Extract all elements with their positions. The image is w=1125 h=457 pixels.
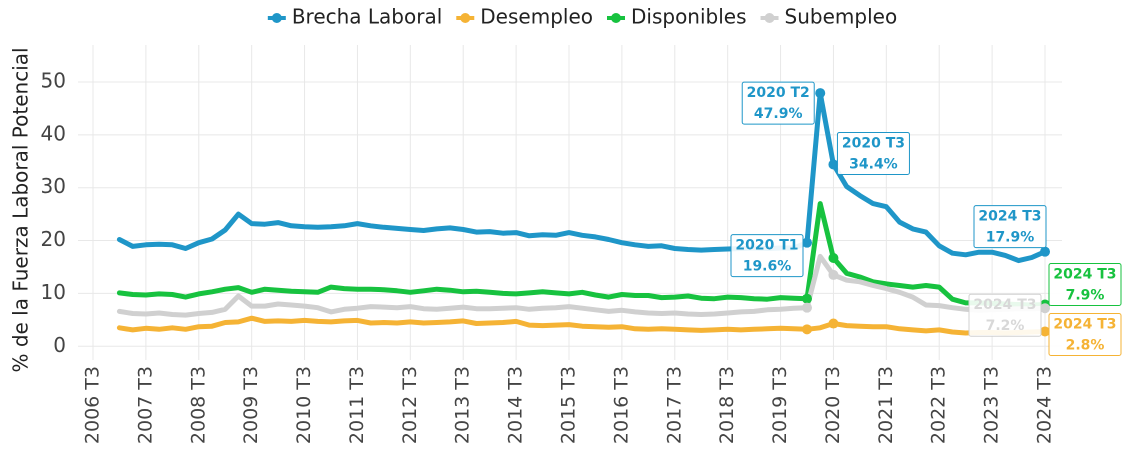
label-box bbox=[968, 293, 1042, 337]
label-box bbox=[1048, 312, 1122, 356]
label-value: 47.9% bbox=[754, 106, 803, 122]
label-period: 2024 T3 bbox=[1053, 267, 1116, 283]
label-value: 7.9% bbox=[1066, 288, 1105, 304]
label-period: 2020 T1 bbox=[735, 238, 798, 254]
x-tick-label: 2012 T3 bbox=[399, 366, 421, 444]
y-tick-label: 30 bbox=[41, 174, 66, 198]
data-label: 2020 T3 34.4% bbox=[836, 131, 910, 175]
series-line bbox=[116, 253, 1048, 318]
x-tick-label: 2022 T3 bbox=[928, 366, 950, 444]
x-tick-label: 2018 T3 bbox=[716, 366, 738, 444]
x-tick-label: 2006 T3 bbox=[82, 366, 104, 444]
legend-label: Desempleo bbox=[480, 5, 593, 29]
point-marker bbox=[802, 324, 812, 335]
legend-item: Brecha Laboral bbox=[267, 5, 442, 29]
y-tick-label: 20 bbox=[41, 227, 66, 251]
label-box bbox=[836, 131, 910, 175]
x-tick-label: 2007 T3 bbox=[134, 366, 156, 444]
data-label: 2024 T3 7.9% bbox=[1048, 263, 1122, 307]
data-label: 2020 T1 19.6% bbox=[730, 234, 804, 278]
point-marker bbox=[802, 293, 812, 304]
legend-item: Subempleo bbox=[760, 5, 898, 29]
label-value: 2.8% bbox=[1066, 337, 1105, 353]
point-marker bbox=[1040, 246, 1050, 257]
x-tick-label: 2016 T3 bbox=[610, 366, 632, 444]
point-marker bbox=[828, 269, 839, 280]
y-tick-label: 10 bbox=[41, 280, 66, 304]
label-period: 2024 T3 bbox=[978, 209, 1041, 225]
legend-label: Brecha Laboral bbox=[292, 5, 442, 29]
x-tick-label: 2017 T3 bbox=[663, 366, 685, 444]
legend-item: Disponibles bbox=[607, 5, 747, 29]
point-marker bbox=[815, 88, 826, 99]
x-tick-label: 2010 T3 bbox=[293, 366, 315, 444]
y-tick-label: 0 bbox=[53, 333, 66, 357]
legend-swatch bbox=[271, 13, 282, 23]
data-label: 2020 T2 47.9% bbox=[741, 81, 815, 125]
x-tick-label: 2014 T3 bbox=[505, 366, 527, 444]
x-tick-label: 2020 T3 bbox=[822, 366, 844, 444]
label-period: 2024 T3 bbox=[973, 297, 1036, 313]
point-marker bbox=[802, 302, 812, 313]
point-marker bbox=[828, 252, 839, 263]
legend-swatch bbox=[460, 13, 471, 23]
x-tick-label: 2021 T3 bbox=[875, 366, 897, 444]
label-box bbox=[1048, 263, 1122, 307]
x-tick-label: 2019 T3 bbox=[769, 366, 791, 444]
label-value: 19.6% bbox=[743, 259, 792, 275]
x-tick-label: 2024 T3 bbox=[1034, 366, 1056, 444]
data-label: 2024 T3 2.8% bbox=[1048, 312, 1122, 356]
y-axis-title: % de la Fuerza Laboral Potencial bbox=[9, 47, 33, 372]
label-value: 17.9% bbox=[986, 230, 1035, 246]
x-tick-label: 2011 T3 bbox=[346, 366, 368, 444]
x-tick-label: 2015 T3 bbox=[558, 366, 580, 444]
legend-label: Subempleo bbox=[785, 5, 898, 29]
point-marker bbox=[828, 318, 839, 329]
series-line bbox=[116, 201, 1048, 308]
legend-item: Desempleo bbox=[456, 5, 593, 29]
label-box bbox=[730, 234, 804, 278]
label-period: 2024 T3 bbox=[1053, 316, 1116, 332]
series-line bbox=[116, 90, 1048, 264]
label-period: 2020 T2 bbox=[747, 85, 810, 101]
label-value: 34.4% bbox=[849, 156, 898, 172]
series-line bbox=[116, 315, 1048, 336]
legend-swatch bbox=[764, 13, 775, 23]
label-box bbox=[741, 81, 815, 125]
data-label: 2024 T3 17.9% bbox=[973, 205, 1047, 249]
label-period: 2020 T3 bbox=[842, 135, 905, 151]
legend-label: Disponibles bbox=[631, 5, 747, 29]
legend-swatch bbox=[611, 13, 621, 23]
point-marker bbox=[828, 159, 839, 170]
label-box bbox=[973, 205, 1047, 249]
point-marker bbox=[1040, 303, 1050, 314]
x-tick-label: 2013 T3 bbox=[452, 366, 474, 444]
grid bbox=[78, 45, 1062, 360]
data-label: 2024 T3 7.2% bbox=[968, 293, 1042, 337]
point-marker bbox=[802, 237, 812, 248]
x-tick-label: 2008 T3 bbox=[187, 366, 209, 444]
y-tick-label: 40 bbox=[41, 121, 66, 145]
point-marker bbox=[1040, 326, 1050, 337]
x-tick-label: 2009 T3 bbox=[240, 366, 262, 444]
legend: Brecha Laboral Desempleo Disponibles Subemp… bbox=[267, 5, 898, 29]
x-tick-label: 2023 T3 bbox=[981, 366, 1003, 444]
y-tick-label: 50 bbox=[41, 68, 66, 92]
label-value: 7.2% bbox=[986, 318, 1025, 334]
